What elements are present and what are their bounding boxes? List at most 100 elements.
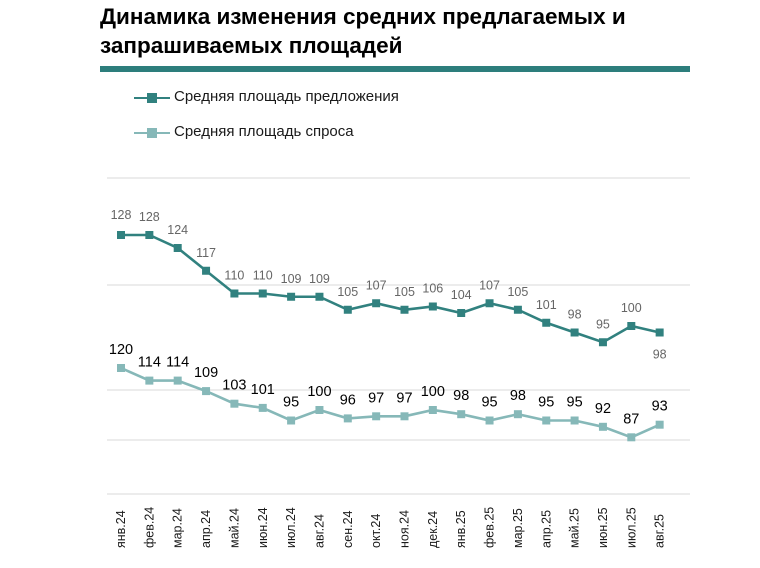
x-tick-label: янв.25 [454,510,468,548]
data-point-demand [655,420,664,429]
x-tick-label: июн.25 [596,507,610,548]
data-label-demand: 100 [307,384,331,400]
data-point-offer [343,305,352,314]
data-point-offer [258,289,267,298]
data-label-demand: 97 [368,390,384,406]
x-tick-label: июн.24 [256,507,270,548]
data-point-offer [627,322,636,330]
chart-title-line-2: запрашиваемых площадей [100,33,403,58]
chart-title: Динамика изменения средних предлагаемых … [100,2,720,60]
data-label-offer: 107 [366,278,387,292]
legend-swatch-demand [134,125,170,141]
x-tick-label: мар.24 [171,508,185,548]
data-label-offer: 124 [167,223,188,237]
data-label-demand: 95 [567,395,583,411]
data-point-demand [117,364,125,372]
data-label-offer: 101 [536,298,557,312]
data-label-offer: 110 [253,269,273,283]
x-tick-label: май.24 [227,508,241,548]
data-label-demand: 120 [109,342,133,358]
x-tick-label: июл.25 [624,507,638,548]
data-label-demand: 101 [251,382,275,398]
data-label-demand: 96 [340,392,356,408]
x-tick-label: янв.24 [114,510,128,548]
data-label-offer: 110 [224,269,244,283]
x-tick-label: июл.24 [284,507,298,548]
data-label-demand: 95 [481,395,497,411]
data-point-demand [343,414,352,423]
data-point-offer [145,231,154,239]
data-label-offer: 105 [507,285,528,299]
data-label-demand: 92 [595,401,611,417]
data-label-demand: 95 [283,395,299,411]
data-label-offer: 128 [139,210,160,224]
data-label-offer: 95 [596,317,610,331]
data-point-demand [627,433,636,442]
data-point-offer [598,338,607,347]
data-label-demand: 98 [510,388,526,404]
x-tick-label: апр.25 [539,510,553,548]
data-label-offer: 117 [196,246,216,260]
x-tick-label: мар.25 [511,508,525,548]
data-point-demand [485,416,494,425]
data-label-demand: 87 [623,411,639,427]
data-label-offer: 128 [111,208,132,222]
data-label-demand: 109 [194,365,218,381]
data-point-demand [230,399,239,408]
data-point-offer [117,231,125,239]
x-tick-label: окт.24 [369,514,383,548]
data-point-demand [457,410,466,419]
title-divider [100,66,690,72]
data-point-offer [372,299,381,308]
legend-swatch-offer [134,90,170,106]
data-point-demand [570,416,579,425]
data-point-offer [400,305,409,314]
x-tick-label: авг.24 [312,514,326,548]
data-label-demand: 114 [138,355,161,371]
data-label-demand: 97 [396,390,412,406]
data-label-offer: 100 [621,301,642,315]
legend-marker-offer [147,93,157,103]
data-point-offer [513,305,522,314]
data-label-demand: 95 [538,395,554,411]
data-label-offer: 105 [394,285,415,299]
data-point-demand [372,412,381,421]
data-label-demand: 100 [421,384,445,400]
series-line-offer [121,233,660,344]
data-point-offer [287,292,296,301]
data-point-offer [202,266,211,275]
data-point-demand [542,416,551,425]
legend-label-demand: Средняя площадь спроса [174,123,354,140]
data-point-demand [428,406,437,414]
data-label-offer: 98 [568,308,582,322]
data-point-offer [655,328,664,337]
legend-label-offer: Средняя площадь предложения [174,88,399,105]
chart-title-line-1: Динамика изменения средних предлагаемых … [100,4,626,29]
data-point-demand [202,387,211,396]
legend-marker-demand [147,128,157,138]
data-point-offer [230,289,239,298]
data-label-demand: 103 [222,378,246,394]
data-label-demand: 114 [166,355,189,371]
data-point-offer [173,244,182,252]
data-point-demand [287,416,296,425]
data-point-demand [173,376,182,385]
x-tick-label: фев.24 [142,507,156,548]
data-point-demand [258,403,267,412]
series-line-demand [120,366,661,439]
x-tick-label: дек.24 [426,511,440,548]
data-point-offer [315,292,324,301]
data-point-demand [598,422,607,431]
data-point-demand [145,376,154,385]
x-tick-label: апр.24 [199,510,213,548]
data-label-offer: 98 [653,348,667,362]
data-point-offer [570,328,579,337]
x-tick-label: ноя.24 [398,510,412,548]
data-label-offer: 109 [281,272,302,286]
x-tick-label: сен.24 [341,510,355,548]
data-point-offer [542,318,551,327]
data-point-demand [315,406,324,414]
data-point-offer [428,302,437,311]
data-label-demand: 98 [453,388,469,404]
data-point-demand [400,412,409,421]
